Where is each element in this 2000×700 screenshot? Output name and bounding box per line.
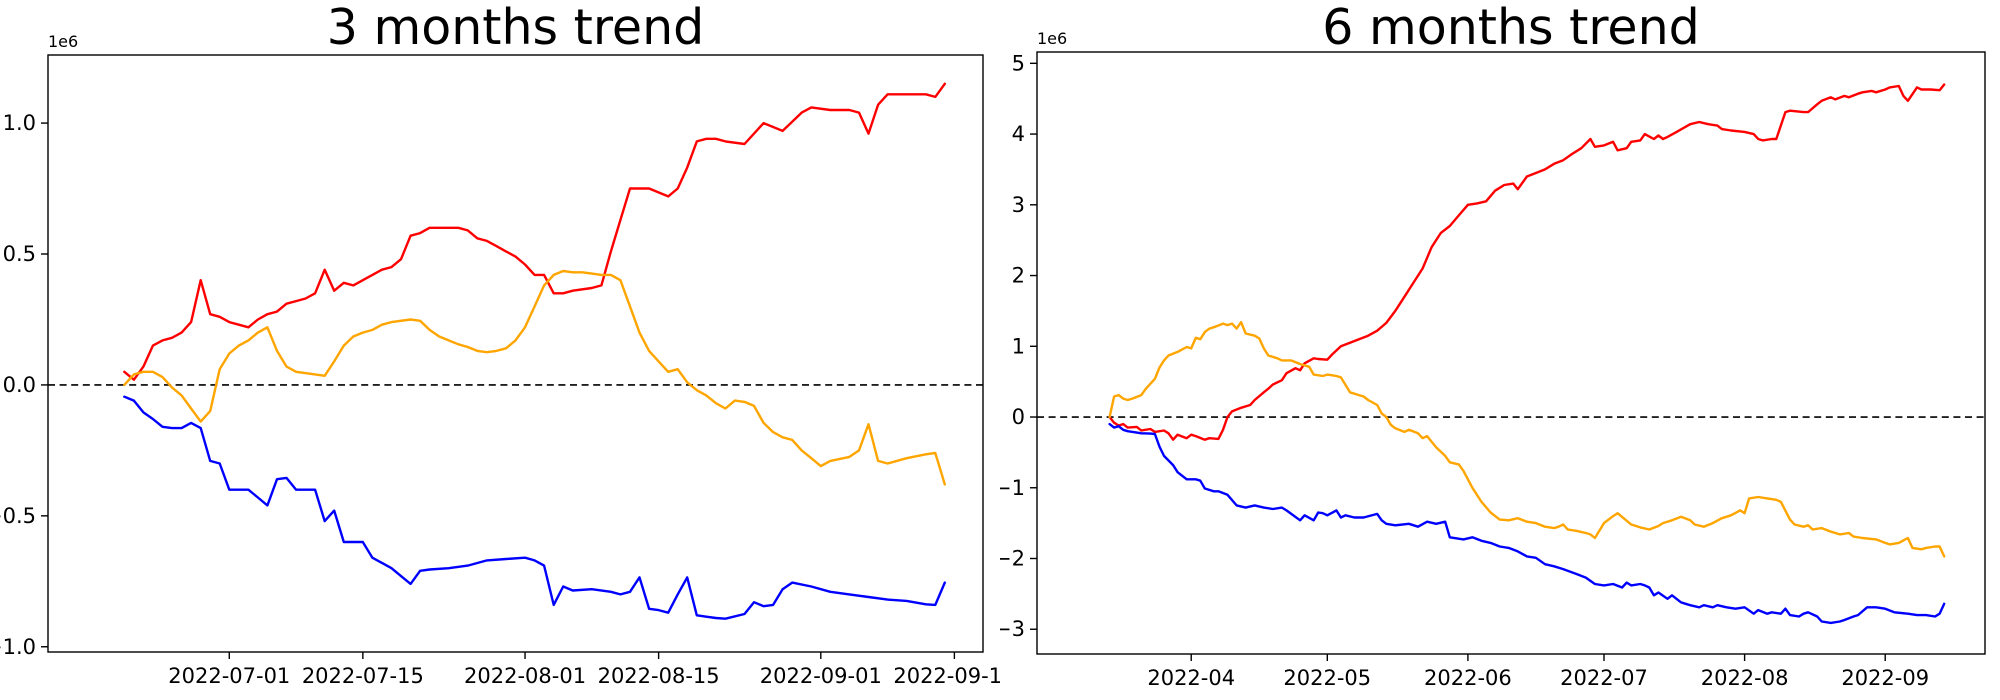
y-tick-label: 0.5 xyxy=(3,242,36,266)
series-line-blue xyxy=(123,395,946,620)
x-tick-label: 2022-07-15 xyxy=(302,664,424,688)
y-axis-offset-label: 1e6 xyxy=(48,32,78,51)
chart-canvas-3-months: 2022-07-01 2022-07-15 2022-08-01 2022-08-15… xyxy=(0,32,1000,688)
x-tick-label: 2022-06 xyxy=(1424,666,1512,690)
chart-6-months-trend: 6 months trend 2022-04 2022-05 2022-06 2022… xyxy=(1000,0,2000,700)
x-tick-label: 2022-05 xyxy=(1283,666,1371,690)
chart-title-3-months: 3 months trend xyxy=(326,0,705,56)
y-tick-label: 3 xyxy=(1012,193,1025,217)
x-tick-label: 2022-09-15 xyxy=(893,664,1000,688)
y-tick-label: −3 xyxy=(1000,617,1025,641)
series-line-orange xyxy=(123,269,946,486)
chart-title-6-months: 6 months trend xyxy=(1322,0,1700,56)
series-line-red xyxy=(123,82,946,381)
y-tick-label: 0.0 xyxy=(3,373,36,397)
x-tick-label: 2022-07 xyxy=(1560,666,1648,690)
y-axis-offset-label: 1e6 xyxy=(1037,29,1067,48)
series-line-red xyxy=(1108,83,1946,441)
y-tick-label: 1 xyxy=(1012,334,1025,358)
x-tick-label: 2022-07-01 xyxy=(168,664,290,688)
series-line-orange xyxy=(1108,321,1946,558)
y-tick-label: 0 xyxy=(1012,405,1025,429)
x-tick-label: 2022-08-15 xyxy=(598,664,720,688)
x-tick-label: 2022-04 xyxy=(1147,666,1235,690)
y-tick-label: 4 xyxy=(1012,122,1025,146)
x-tick-label: 2022-08-01 xyxy=(464,664,586,688)
chart-3-months-trend: 3 months trend 2022-07-01 2022-07-15 2022-… xyxy=(0,0,1000,688)
x-tick-label: 2022-09-01 xyxy=(760,664,882,688)
x-tick-label: 2022-08 xyxy=(1701,666,1789,690)
axes-frame xyxy=(47,54,984,653)
y-tick-label: −2 xyxy=(1000,547,1025,571)
y-tick-label: 5 xyxy=(1012,51,1025,75)
y-tick-label: −1.0 xyxy=(0,635,36,659)
y-tick-label: −1 xyxy=(1000,476,1025,500)
y-tick-label: 2 xyxy=(1012,264,1025,288)
axes-frame xyxy=(1036,51,1986,655)
y-tick-label: 1.0 xyxy=(3,111,36,135)
chart-canvas-6-months: 2022-04 2022-05 2022-06 2022-07 2022-08 2022-… xyxy=(1000,29,1986,690)
x-tick-label: 2022-09 xyxy=(1841,666,1929,690)
series-line-blue xyxy=(1108,422,1946,625)
y-tick-label: −0.5 xyxy=(0,504,36,528)
